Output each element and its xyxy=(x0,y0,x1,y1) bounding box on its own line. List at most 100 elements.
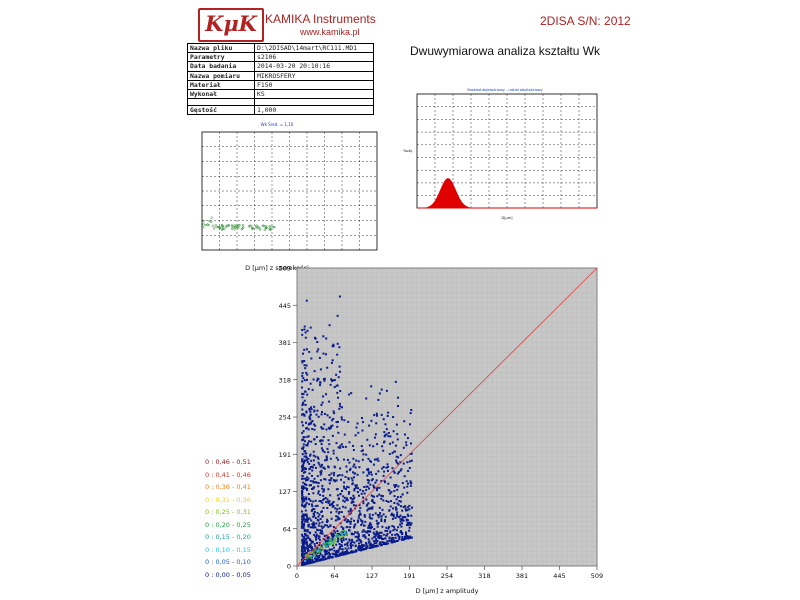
scatter-point xyxy=(357,431,360,434)
meta-value xyxy=(254,98,374,107)
scatter-point xyxy=(322,427,325,430)
scatter-point xyxy=(365,542,367,545)
scatter-point xyxy=(305,456,308,459)
scatter-point xyxy=(305,554,308,557)
scatter-point xyxy=(358,466,361,469)
scatter-point xyxy=(310,408,313,411)
scatter-point xyxy=(335,510,338,513)
scatter-point xyxy=(353,476,355,479)
scatter-point xyxy=(337,446,340,449)
shape-factor-point xyxy=(252,227,255,230)
scatter-point xyxy=(301,547,304,550)
scatter-point xyxy=(371,495,374,498)
scatter-point xyxy=(405,441,408,444)
scatter-point xyxy=(305,444,308,447)
scatter-point xyxy=(324,459,326,462)
scatter-point xyxy=(378,543,381,546)
scatter-point xyxy=(360,445,363,448)
scatter-point xyxy=(328,416,331,419)
scatter-point xyxy=(303,348,306,351)
scatter-point xyxy=(304,440,306,443)
scatter-point xyxy=(323,378,325,381)
shape-factor-point xyxy=(202,223,205,226)
scatter-point xyxy=(313,560,316,563)
scatter-point xyxy=(301,493,304,496)
scatter-point xyxy=(324,558,327,560)
scatter-point xyxy=(341,545,344,548)
scatter-point xyxy=(321,521,324,524)
scatter-point xyxy=(309,526,312,529)
scatter-point xyxy=(319,500,322,502)
scatter-point xyxy=(310,553,313,556)
scatter-point xyxy=(327,500,330,503)
scatter-point xyxy=(395,529,398,532)
scatter-point xyxy=(322,507,325,509)
scatter-point xyxy=(345,520,348,523)
scatter-point xyxy=(306,427,309,430)
scatter-point xyxy=(330,548,333,551)
scatter-point xyxy=(381,541,384,544)
scatter-point xyxy=(379,512,382,514)
scatter-point xyxy=(354,545,357,548)
scatter-point xyxy=(338,346,341,349)
scatter-point xyxy=(355,539,358,542)
scatter-point xyxy=(394,517,397,519)
scatter-point xyxy=(308,440,310,443)
scatter-point xyxy=(346,544,349,547)
scatter-point xyxy=(302,524,304,527)
scatter-point xyxy=(322,525,325,528)
scatter-point xyxy=(355,459,358,462)
scatter-point xyxy=(358,514,360,517)
scatter-point xyxy=(393,528,396,531)
scatter-point xyxy=(330,361,333,364)
legend-item: 0 : 0,36 - 0,41 xyxy=(205,483,251,491)
scatter-point xyxy=(336,549,338,552)
scatter-point xyxy=(335,442,338,445)
scatter-point xyxy=(332,532,334,535)
scatter-point xyxy=(380,531,383,534)
scatter-point xyxy=(373,533,376,536)
scatter-point xyxy=(351,544,354,547)
scatter-point xyxy=(380,515,383,518)
scatter-point xyxy=(340,511,343,514)
scatter-point xyxy=(410,452,413,455)
scatter-point xyxy=(339,405,342,408)
scatter-point xyxy=(321,401,324,404)
scatter-point xyxy=(387,527,390,530)
scatter-point xyxy=(387,411,390,414)
scatter-point xyxy=(307,559,310,562)
scatter-point xyxy=(368,523,371,526)
scatter-point xyxy=(402,446,405,449)
scatter-point xyxy=(327,451,330,454)
scatter-point xyxy=(357,547,360,550)
scatter-point xyxy=(301,460,303,463)
scatter-point xyxy=(378,506,381,509)
scatter-point xyxy=(367,526,370,529)
scatter-point xyxy=(396,511,399,514)
scatter-point xyxy=(319,440,322,443)
scatter-point xyxy=(305,561,308,564)
scatter-point xyxy=(334,519,337,522)
scatter-point xyxy=(301,515,303,518)
scatter-point xyxy=(321,557,324,560)
scatter-point xyxy=(305,421,307,424)
scatter-point xyxy=(365,488,368,491)
scatter-point xyxy=(301,404,304,407)
scatter-point xyxy=(353,550,355,553)
scatter-point xyxy=(339,493,342,496)
scatter-point xyxy=(304,534,307,537)
scatter-point xyxy=(321,463,323,466)
scatter-point xyxy=(308,416,311,419)
scatter-point xyxy=(342,499,345,502)
scatter-point xyxy=(394,485,396,488)
scatter-point xyxy=(335,551,338,554)
scatter-point xyxy=(323,555,326,558)
scatter-point xyxy=(363,486,366,488)
scatter-point xyxy=(306,479,309,481)
volume-distribution-area xyxy=(424,178,472,208)
scatter-point xyxy=(410,482,413,485)
scatter-point xyxy=(396,513,398,516)
scatter-point xyxy=(301,372,304,375)
scatter-point xyxy=(306,557,309,560)
legend-item: 0 : 0,00 - 0,05 xyxy=(205,570,251,579)
